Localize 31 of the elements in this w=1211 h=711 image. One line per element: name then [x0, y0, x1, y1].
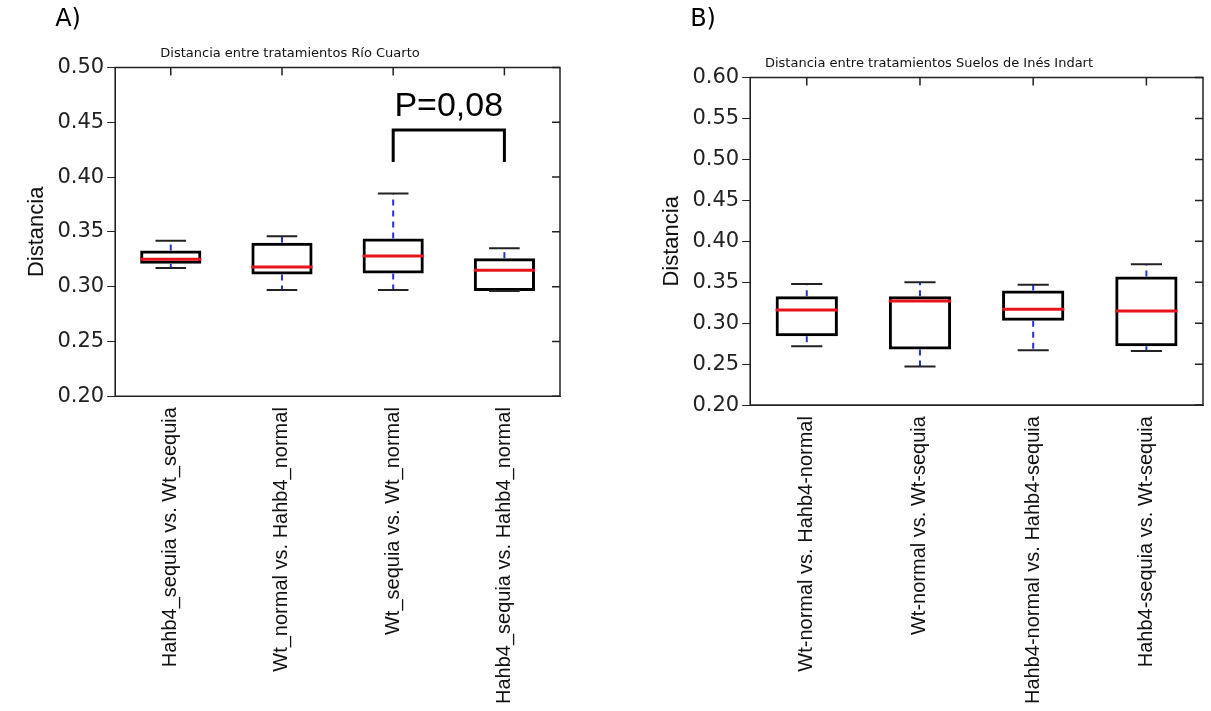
y-tick-label: 0.35 — [57, 218, 105, 243]
x-tick-label: Wt-normal vs. Wt-sequia — [907, 415, 930, 636]
y-tick-label: 0.25 — [692, 350, 740, 375]
y-tick-label: 0.45 — [57, 108, 105, 133]
chart-title: Distancia entre tratamientos Río Cuarto — [160, 45, 420, 61]
y-tick-label: 0.25 — [57, 327, 105, 352]
y-tick-label: 0.60 — [692, 64, 740, 89]
x-tick-label: Wt_normal vs. Hahb4_normal — [269, 407, 293, 672]
y-tick-label: 0.30 — [692, 309, 740, 334]
x-tick-label: Wt-normal vs. Hahb4-normal — [794, 416, 817, 672]
y-tick-label: 0.20 — [692, 391, 740, 416]
y-axis-title: Distancia — [23, 185, 49, 278]
y-tick-label: 0.30 — [57, 273, 105, 298]
x-tick-label: Hahb4-sequia vs. Wt-sequia — [1133, 415, 1156, 668]
y-tick-label: 0.20 — [57, 382, 105, 407]
x-tick-label: Hahb4_sequia vs. Wt_sequia — [158, 406, 182, 668]
y-tick-label: 0.50 — [57, 54, 105, 79]
y-tick-label: 0.45 — [692, 186, 740, 211]
y-axis-title: Distancia — [658, 195, 684, 287]
y-tick-label: 0.55 — [692, 104, 740, 129]
y-tick-label: 0.40 — [692, 227, 740, 252]
chart-title: Distancia entre tratamientos Suelos de Inés Indart — [764, 55, 1094, 71]
x-tick-label: Wt_sequia vs. Wt_normal — [380, 407, 404, 635]
y-tick-label: 0.35 — [692, 268, 740, 293]
text: B) — [690, 4, 716, 33]
x-tick-label: Hahb4-normal vs. Hahb4-sequia — [1020, 415, 1043, 705]
x-tick-label: Hahb4_sequia vs. Hahb4_normal — [491, 407, 515, 704]
annotation: P=0,08 — [394, 85, 504, 124]
y-tick-label: 0.40 — [57, 163, 105, 188]
y-tick-label: 0.50 — [692, 145, 740, 170]
text: A) — [55, 4, 81, 33]
